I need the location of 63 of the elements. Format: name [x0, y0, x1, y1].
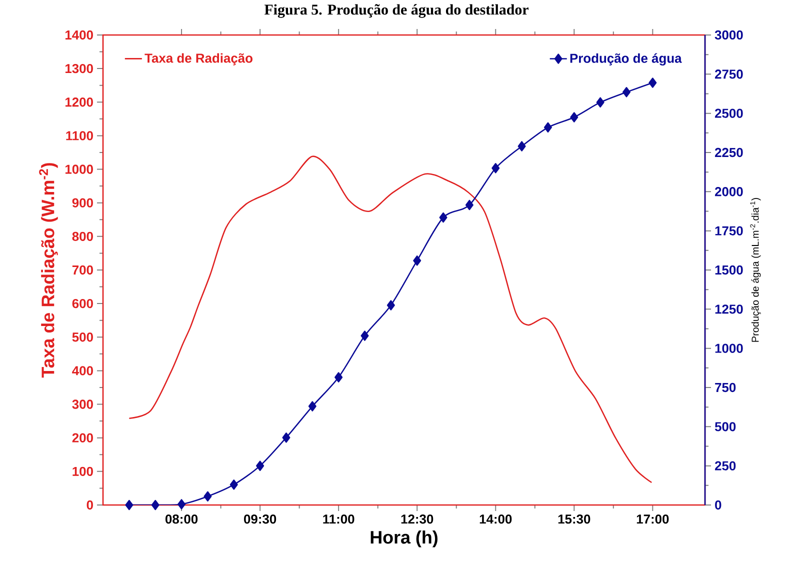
x-tick-label: 17:00: [636, 514, 669, 524]
point: [230, 479, 238, 490]
y2-tick-label: 2250: [714, 148, 743, 158]
y2-tick-label: 3000: [714, 30, 743, 40]
point: [386, 300, 395, 310]
x-tick-label: 11:00: [323, 514, 354, 524]
x-tick-label: 12:30: [401, 514, 434, 524]
y-tick-label: 1400: [65, 30, 93, 40]
point: [178, 499, 186, 510]
point: [125, 500, 134, 510]
y-tick-label: 900: [72, 198, 93, 208]
point: [622, 87, 630, 98]
point: [596, 97, 604, 108]
y-tick-label: 700: [72, 265, 93, 275]
point: [308, 401, 316, 412]
point: [648, 78, 657, 88]
y-tick-label: 600: [72, 298, 93, 308]
point: [204, 491, 212, 502]
y2-tick-label: 750: [715, 382, 736, 392]
y2-tick-label: 2500: [714, 108, 743, 118]
point: [518, 141, 526, 152]
point: [282, 432, 290, 443]
y-tick-label: 1100: [66, 131, 93, 140]
y-tick-label: 500: [72, 332, 93, 342]
chart-title: Figura 5. Produção de água do destilador: [264, 4, 528, 18]
x-tick-label: 09:30: [244, 514, 276, 524]
y2-tick-label: 2750: [714, 70, 743, 79]
y-tick-label: 1000: [65, 164, 93, 174]
legend-label: Produção de água: [570, 53, 682, 66]
point: [413, 255, 422, 266]
point: [544, 122, 552, 133]
y-tick-label: 800: [72, 232, 93, 241]
y-tick-label: 1200: [65, 98, 93, 107]
y-tick-label: 1300: [65, 64, 93, 74]
point: [465, 200, 474, 210]
y2-tick-label: 1000: [715, 344, 743, 353]
y2-axis-title: Produção de água (mL.m$^{-2}$.dia$^{-1}$): [750, 198, 761, 342]
line-series: [128, 156, 652, 484]
y-tick-label: 200: [72, 433, 93, 442]
y-tick-label: 400: [72, 366, 93, 376]
point: [570, 112, 578, 122]
legend-label: Taxa de Radiação: [144, 53, 252, 66]
x-tick-label: 15:30: [558, 514, 590, 524]
point: [151, 500, 160, 510]
point: [492, 163, 500, 174]
y2-tick-label: 2000: [714, 187, 743, 196]
y2-tick-label: 250: [714, 461, 736, 470]
point: [334, 372, 343, 382]
y-tick-label: 0: [86, 500, 93, 510]
x-tick-label: 08:00: [165, 514, 198, 524]
y2-tick-label: 1500: [715, 265, 743, 275]
y-tick-label: 300: [72, 400, 93, 409]
y-tick-label: 100: [72, 466, 93, 476]
point: [439, 212, 448, 223]
y2-tick-label: 500: [714, 422, 736, 432]
point: [360, 330, 369, 341]
x-tick-label: 14:00: [480, 514, 512, 524]
y-axis-title: Taxa de Radiação (W.m$^{-2}$): [39, 163, 58, 378]
x-axis-title: Hora (h): [370, 530, 438, 548]
y2-tick-label: 1750: [715, 226, 743, 236]
y2-tick-label: 0: [715, 500, 722, 510]
y2-tick-label: 1250: [715, 304, 743, 314]
point: [256, 460, 264, 471]
